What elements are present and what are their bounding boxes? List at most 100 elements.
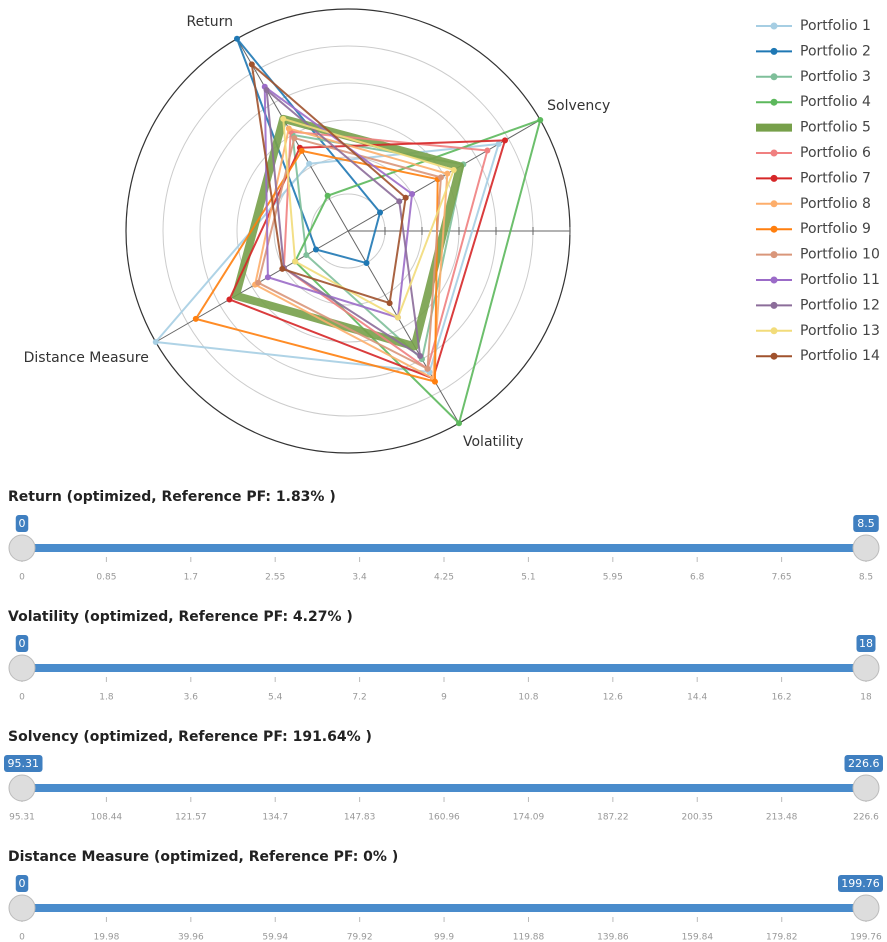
legend-label[interactable]: Portfolio 5 [800,120,871,136]
series-point [444,170,451,177]
handle-label: 0 [19,877,26,890]
slider-tick-label: 1.7 [184,573,198,583]
series-point [450,166,457,173]
legend-label[interactable]: Portfolio 8 [800,196,871,212]
legend-label[interactable]: Portfolio 6 [800,145,871,161]
legend-marker [770,98,778,106]
slider-tick-label: 39.96 [178,933,204,942]
series-point [298,147,305,154]
series-point [255,279,262,286]
series-point [279,265,286,272]
slider-handle[interactable] [8,534,36,562]
slider-tick-label: 0.85 [96,573,116,583]
slider-tick-label: 134.7 [262,813,288,823]
legend-marker [770,149,778,157]
axis-label: Volatility [463,434,523,450]
handle-label: 95.31 [8,757,40,770]
legend-label[interactable]: Portfolio 13 [800,323,880,339]
legend-label[interactable]: Portfolio 10 [800,247,880,263]
legend-label[interactable]: Portfolio 4 [800,94,871,110]
series-point [431,378,438,385]
handle-label: 18 [859,637,873,650]
series-point [292,258,299,265]
series-point [312,246,319,253]
slider-tick-label: 139.86 [597,933,629,942]
series-point [424,365,431,372]
handle-label-box [853,515,879,532]
slider-handle[interactable] [8,654,36,682]
slider-tick-label: 0 [19,573,25,583]
series-point [306,160,313,167]
legend-marker [770,301,778,309]
slider-handle[interactable] [852,654,880,682]
series-point [152,339,159,345]
legend-marker [770,47,778,55]
legend-marker [770,73,778,81]
slider-tick-label: 159.84 [682,933,714,942]
slider-tick-label: 12.6 [603,693,623,703]
slider-tick-label: 79.92 [347,933,373,942]
legend-marker [770,174,778,182]
series-point [324,192,331,199]
series-point [386,300,393,307]
handle-label-box [4,755,43,772]
slider-tick-label: 16.2 [772,693,792,703]
legend-label[interactable]: Portfolio 14 [800,348,880,364]
handle-label: 199.76 [841,877,880,890]
slider-tick-label: 174.09 [513,813,545,823]
slider-handle[interactable] [852,774,880,802]
series-point [280,115,287,122]
legend-label[interactable]: Portfolio 1 [800,18,871,34]
slider-tick-label: 5.4 [268,693,283,703]
slider-tick-label: 14.4 [687,693,707,703]
series-point [417,352,424,359]
slider-tick-label: 119.88 [513,933,545,942]
axis-label: Distance Measure [24,350,149,366]
handle-label: 226.6 [848,757,880,770]
legend-label[interactable]: Portfolio 7 [800,170,871,186]
series-point [192,315,199,322]
slider-tick-label: 3.4 [352,573,367,583]
axis-label: Solvency [547,98,610,114]
axis-label: Return [187,14,233,30]
slider-handle[interactable] [852,534,880,562]
series-point [396,198,403,205]
slider-handle[interactable] [8,774,36,802]
slider-tick-label: 121.57 [175,813,207,823]
legend-label[interactable]: Portfolio 11 [800,272,880,288]
legend-label[interactable]: Portfolio 3 [800,69,871,85]
slider-tick-label: 179.82 [766,933,798,942]
slider-label: Return (optimized, Reference PF: 1.83% ) [8,489,336,505]
series-point [437,174,444,181]
slider-tick-label: 1.8 [99,693,114,703]
slider-tick-label: 2.55 [265,573,285,583]
series-point [495,141,502,148]
slider-tick-label: 19.98 [94,933,120,942]
slider-tick-label: 226.6 [853,813,879,823]
slider-tick-label: 10.8 [518,693,538,703]
series-point [456,420,462,427]
slider-handle[interactable] [852,894,880,922]
handle-label-box [15,875,29,892]
legend-label[interactable]: Portfolio 9 [800,221,871,237]
slider-label: Solvency (optimized, Reference PF: 191.6… [8,729,372,745]
slider-handle[interactable] [8,894,36,922]
series-point [248,61,255,68]
slider-tick-label: 147.83 [344,813,376,823]
slider-tick-label: 187.22 [597,813,629,823]
handle-label-box [15,635,29,652]
series-point [484,147,491,154]
slider-tick-label: 6.8 [690,573,705,583]
slider-tick-label: 7.2 [352,693,366,703]
slider-track [22,784,866,792]
legend-marker [770,200,778,208]
legend-marker [770,225,778,233]
slider-tick-label: 199.76 [850,933,882,942]
legend-marker [770,327,778,335]
slider-tick-label: 95.31 [9,813,35,823]
legend-label[interactable]: Portfolio 12 [800,297,880,313]
series-point [264,274,271,281]
legend-label[interactable]: Portfolio 2 [800,43,871,59]
slider-tick-label: 7.65 [772,573,792,583]
